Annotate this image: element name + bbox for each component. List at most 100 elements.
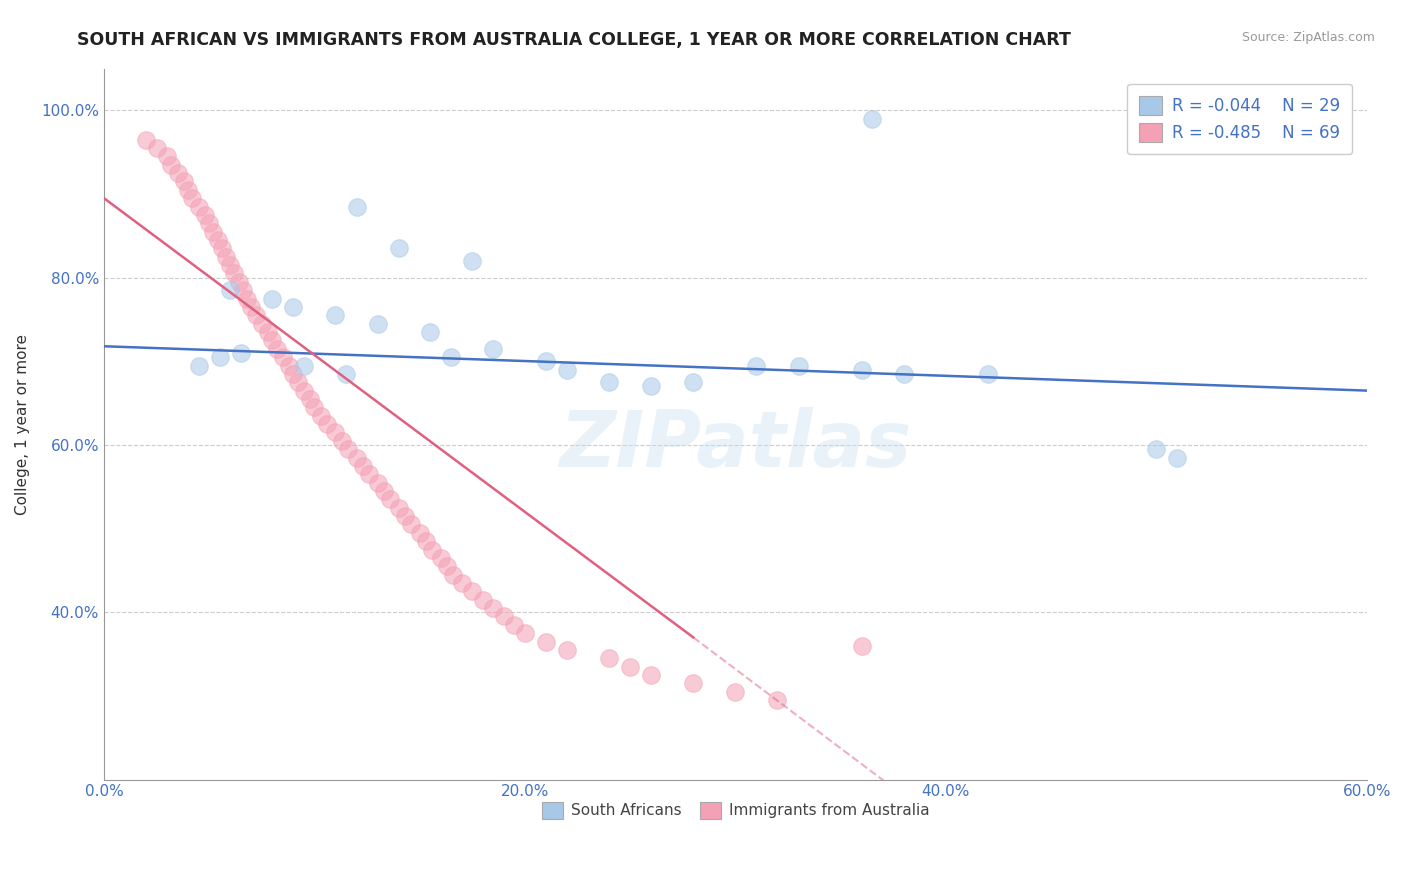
Point <box>240 300 263 314</box>
Point <box>309 409 332 423</box>
Point <box>187 359 209 373</box>
Point <box>399 517 422 532</box>
Point <box>145 141 167 155</box>
Point <box>346 450 368 465</box>
Point <box>482 601 505 615</box>
Point <box>482 342 505 356</box>
Point <box>851 639 873 653</box>
Point <box>208 350 231 364</box>
Point <box>724 685 747 699</box>
Point <box>250 317 273 331</box>
Point <box>598 651 620 665</box>
Point <box>325 425 347 440</box>
Point <box>367 317 389 331</box>
Point <box>287 376 309 390</box>
Point <box>436 559 458 574</box>
Point <box>373 483 395 498</box>
Point <box>534 354 557 368</box>
Point <box>215 250 238 264</box>
Point <box>219 258 242 272</box>
Text: ZIPatlas: ZIPatlas <box>560 408 911 483</box>
Point <box>640 668 662 682</box>
Point <box>173 174 195 188</box>
Point <box>325 308 347 322</box>
Point <box>330 434 353 448</box>
Point <box>619 659 641 673</box>
Point <box>598 376 620 390</box>
Point <box>851 362 873 376</box>
Point <box>283 367 305 381</box>
Point <box>440 350 463 364</box>
Point <box>304 401 326 415</box>
Point <box>207 233 229 247</box>
Point <box>299 392 322 406</box>
Point <box>441 567 464 582</box>
Point <box>367 475 389 490</box>
Point <box>461 584 484 599</box>
Point <box>335 367 357 381</box>
Point <box>262 334 284 348</box>
Point <box>415 534 437 549</box>
Point <box>1144 442 1167 457</box>
Point <box>388 500 411 515</box>
Point <box>278 359 301 373</box>
Point <box>977 367 1000 381</box>
Point <box>893 367 915 381</box>
Point <box>181 191 204 205</box>
Y-axis label: College, 1 year or more: College, 1 year or more <box>15 334 30 515</box>
Point <box>283 300 305 314</box>
Point <box>787 359 810 373</box>
Point <box>419 325 441 339</box>
Point <box>534 634 557 648</box>
Point <box>232 283 254 297</box>
Legend: South Africans, Immigrants from Australia: South Africans, Immigrants from Australi… <box>536 796 935 825</box>
Point <box>236 292 259 306</box>
Point <box>156 149 179 163</box>
Point <box>211 241 233 255</box>
Point <box>224 267 246 281</box>
Point <box>166 166 188 180</box>
Point <box>640 379 662 393</box>
Point <box>346 200 368 214</box>
Point <box>555 643 578 657</box>
Point <box>492 609 515 624</box>
Point <box>202 225 225 239</box>
Point <box>513 626 536 640</box>
Point <box>177 183 200 197</box>
Point <box>292 384 315 398</box>
Point <box>408 525 430 540</box>
Point <box>1166 450 1188 465</box>
Point <box>337 442 360 457</box>
Point <box>187 200 209 214</box>
Point <box>352 458 374 473</box>
Point <box>219 283 242 297</box>
Point <box>229 346 252 360</box>
Point <box>228 275 250 289</box>
Point <box>503 617 526 632</box>
Point <box>292 359 315 373</box>
Point <box>461 254 484 268</box>
Point <box>160 158 183 172</box>
Point <box>745 359 768 373</box>
Point <box>471 592 494 607</box>
Point <box>257 325 280 339</box>
Point <box>262 292 284 306</box>
Point <box>450 576 472 591</box>
Point <box>198 216 221 230</box>
Point <box>766 693 789 707</box>
Point <box>194 208 217 222</box>
Point <box>388 241 411 255</box>
Point <box>394 509 416 524</box>
Point <box>682 376 704 390</box>
Text: SOUTH AFRICAN VS IMMIGRANTS FROM AUSTRALIA COLLEGE, 1 YEAR OR MORE CORRELATION C: SOUTH AFRICAN VS IMMIGRANTS FROM AUSTRAL… <box>77 31 1071 49</box>
Point <box>271 350 294 364</box>
Point <box>316 417 339 431</box>
Point <box>135 133 157 147</box>
Point <box>420 542 443 557</box>
Point <box>380 492 402 507</box>
Point <box>359 467 381 482</box>
Point <box>266 342 288 356</box>
Point <box>860 112 883 126</box>
Point <box>245 308 267 322</box>
Point <box>429 550 451 565</box>
